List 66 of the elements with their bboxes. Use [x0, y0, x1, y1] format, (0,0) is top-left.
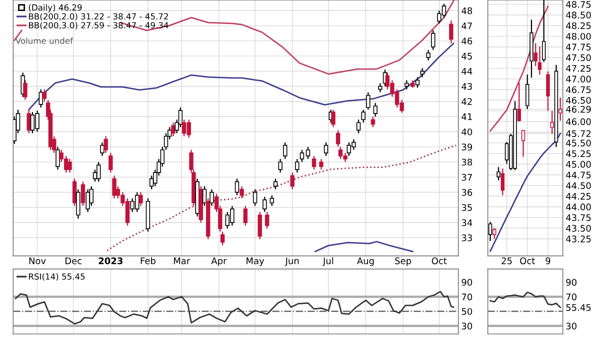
y-tick-label: 48.50 [566, 12, 591, 18]
y-tick-label: 47.75 [566, 44, 591, 50]
y-tick-label: 48.25 [566, 22, 591, 30]
x-tick-label: Aug [357, 258, 374, 266]
chart-title: (Daily) 46.29 [28, 4, 82, 12]
y-tick-label: 48 [462, 7, 472, 14]
y-tick-label: 48.75 [566, 0, 591, 8]
y-tick-label: 47.00 [566, 76, 591, 82]
y-tick-label: 45.25 [566, 150, 591, 158]
y-tick-label: 40 [462, 128, 472, 136]
x-tick-label: Jul [322, 257, 334, 266]
y-tick-label: 46.29 [566, 106, 591, 113]
y-tick-label: 43.50 [566, 224, 591, 232]
y-tick-label: 47 [462, 22, 472, 30]
x-tick-label: Mar [174, 258, 190, 264]
y-tick-label: 47.50 [566, 54, 591, 62]
x-tick-label: Oct [520, 257, 535, 264]
y-tick-label: 45.50 [566, 140, 591, 146]
y-tick-label: 30 [566, 322, 576, 330]
y-tick-label: 44 [462, 68, 472, 75]
y-tick-label: 34 [462, 219, 472, 226]
y-tick-label: 46.75 [566, 86, 591, 94]
y-tick-label: 90 [566, 278, 576, 286]
y-tick-label: 36 [462, 189, 472, 196]
y-tick-label: 45 [462, 52, 472, 60]
y-tick-label: 90 [462, 278, 472, 286]
legend-label: BB(200,2.0) 31.22 - 38.47 - 45.72 [29, 13, 168, 20]
y-tick-label: 30 [462, 322, 472, 330]
x-tick-label: 2023 [98, 257, 123, 264]
x-tick-label: 25 [502, 257, 512, 264]
y-tick-label: 44.50 [566, 182, 591, 190]
y-tick-label: 44.00 [566, 204, 591, 210]
x-tick-label: 9 [546, 257, 550, 264]
y-tick-label: 43.25 [566, 236, 591, 242]
y-tick-label: 35 [462, 204, 472, 211]
y-tick-label: 37 [462, 174, 472, 181]
x-tick-label: Dec [66, 258, 82, 264]
y-tick-label: 33 [462, 234, 472, 242]
y-tick-label: 46.50 [566, 96, 591, 104]
y-tick-label: 38 [462, 158, 472, 166]
y-tick-label: 42 [462, 98, 472, 105]
y-tick-label: 48.00 [566, 32, 591, 40]
y-tick-label: 44.25 [566, 192, 591, 200]
y-tick-label: 41 [462, 113, 472, 120]
annotation: Volume undef [15, 37, 74, 44]
y-tick-label: 47.25 [566, 64, 591, 72]
y-tick-label: 43.75 [566, 214, 591, 222]
y-tick-label: 46.00 [566, 118, 591, 126]
y-tick-label: 50 [462, 308, 472, 315]
x-tick-label: Apr [211, 258, 227, 266]
y-tick-label: 55.45 [566, 304, 591, 311]
y-tick-label: 45.00 [566, 160, 591, 168]
x-tick-label: Feb [140, 257, 156, 264]
x-tick-label: Sep [395, 257, 412, 266]
x-tick-label: Nov [29, 258, 46, 264]
y-tick-label: 39 [462, 144, 472, 150]
legend-label: RSI(14) 55.45 [29, 273, 85, 281]
y-tick-label: 44.75 [566, 172, 591, 178]
x-tick-label: Oct [432, 257, 447, 264]
y-tick-label: 45.72 [566, 130, 591, 138]
y-tick-label: 43 [462, 83, 472, 90]
y-tick-label: 70 [566, 293, 576, 300]
x-tick-label: May [246, 258, 264, 266]
x-tick-label: Jun [284, 258, 299, 266]
y-tick-label: 46 [462, 38, 472, 44]
y-tick-label: 70 [462, 293, 472, 300]
